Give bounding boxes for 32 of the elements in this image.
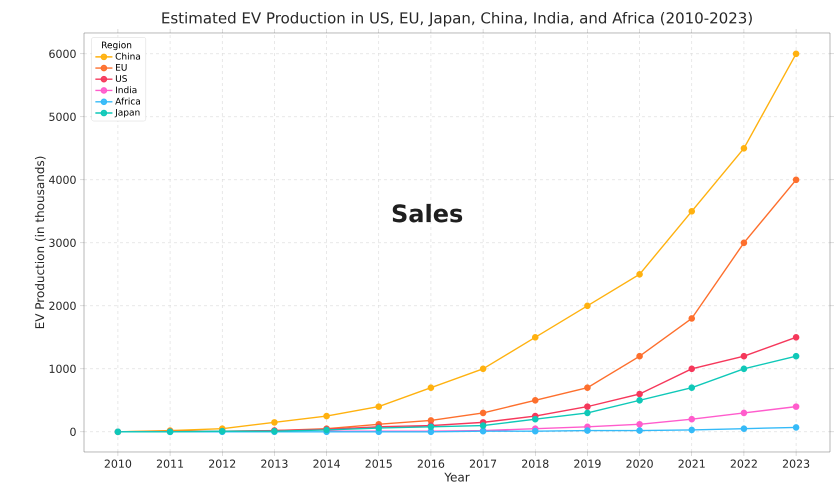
x-tick-label: 2012 <box>209 460 236 468</box>
x-tick-label: 2015 <box>366 460 392 468</box>
legend-label: EU <box>116 64 127 71</box>
x-tick-label: 2020 <box>626 460 653 468</box>
x-tick-label: 2013 <box>261 460 288 468</box>
x-tick-label: 2010 <box>104 460 132 468</box>
x-tick-label: 2016 <box>418 460 444 468</box>
legend-label: US <box>116 75 127 82</box>
x-tick-label: 2018 <box>522 460 548 468</box>
y-tick-label: 4000 <box>49 176 76 184</box>
x-tick-label: 2011 <box>156 460 184 468</box>
y-tick-label: 3000 <box>49 238 76 247</box>
legend-label: India <box>116 86 136 94</box>
x-axis-title: Year <box>444 472 470 482</box>
x-tick-label: 2019 <box>574 460 601 468</box>
x-tick-label: 2017 <box>470 460 496 468</box>
legend-title: Region <box>102 41 132 50</box>
x-tick-label: 2023 <box>782 460 810 468</box>
annotation: Sales <box>392 204 462 222</box>
chart-title: Estimated EV Production in US, EU, Japan, China, India, and Africa (2010-2023) <box>162 12 752 26</box>
legend-label: Africa <box>115 98 140 105</box>
legend-label: Japan <box>114 108 140 118</box>
x-tick-label: 2014 <box>313 460 340 468</box>
y-tick-label: 5000 <box>49 112 76 121</box>
y-axis-title: EV Production (in thousands) <box>34 156 46 328</box>
y-tick-label: 6000 <box>49 50 76 58</box>
x-tick-label: 2022 <box>730 460 757 468</box>
x-tick-label: 2021 <box>678 460 705 468</box>
y-tick-label: 1000 <box>50 364 76 373</box>
legend-label: China <box>116 52 140 60</box>
y-tick-label: 2000 <box>49 302 76 310</box>
y-tick-label: 0 <box>70 428 76 436</box>
